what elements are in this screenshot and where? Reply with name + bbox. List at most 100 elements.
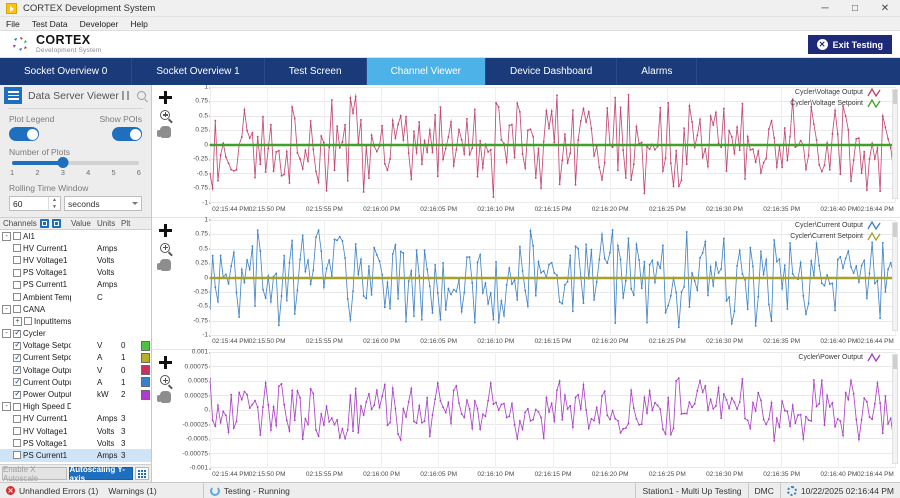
channel-checkbox[interactable] xyxy=(24,317,32,326)
minimize-icon[interactable]: ─ xyxy=(821,3,829,14)
table-row[interactable]: Voltage Setpoint V 0 xyxy=(0,340,151,352)
pause-icon[interactable] xyxy=(122,91,129,100)
channel-color-cell[interactable] xyxy=(139,365,151,376)
zoom-tool-icon[interactable] xyxy=(160,242,170,253)
channel-checkbox[interactable] xyxy=(13,293,21,302)
channel-checkbox[interactable] xyxy=(13,329,21,338)
plot-canvas[interactable] xyxy=(210,219,896,336)
channel-checkbox[interactable] xyxy=(13,463,21,464)
table-row[interactable]: Ambient Temp Sens C xyxy=(0,291,151,303)
crosshair-tool-icon[interactable] xyxy=(158,91,172,104)
plot-scrollbar[interactable] xyxy=(892,354,898,465)
pan-tool-icon[interactable] xyxy=(157,391,171,404)
tab-test-screen[interactable]: Test Screen xyxy=(265,58,367,85)
channel-checkbox[interactable] xyxy=(13,366,21,375)
channel-checkbox[interactable] xyxy=(13,414,21,423)
errors-status[interactable]: ✕ Unhandled Errors (1) Warnings (1) xyxy=(0,483,163,498)
color-swatch[interactable] xyxy=(140,340,150,351)
table-row[interactable]: Power Output kW 2 xyxy=(0,388,151,400)
plot-legend-toggle[interactable] xyxy=(9,127,39,141)
rolling-time-window-input[interactable] xyxy=(10,197,48,210)
table-row[interactable]: PS Current1 Amps xyxy=(0,279,151,291)
tab-alarms[interactable]: Alarms xyxy=(617,58,698,85)
channel-checkbox[interactable] xyxy=(13,244,21,253)
plot-scrollbar[interactable] xyxy=(892,89,898,199)
uncheck-all-icon[interactable] xyxy=(51,219,61,228)
collapse-icon[interactable]: - xyxy=(2,329,11,339)
collapse-icon[interactable]: - xyxy=(2,304,11,314)
channel-checkbox[interactable] xyxy=(13,378,21,387)
show-pois-toggle[interactable] xyxy=(112,127,142,141)
pan-tool-icon[interactable] xyxy=(157,258,171,271)
color-swatch[interactable] xyxy=(140,352,150,363)
channel-checkbox[interactable] xyxy=(13,232,21,241)
crosshair-tool-icon[interactable] xyxy=(158,223,172,237)
channel-color-cell[interactable] xyxy=(139,340,151,351)
color-swatch[interactable] xyxy=(140,365,150,376)
channel-checkbox[interactable] xyxy=(13,256,21,265)
pan-tool-icon[interactable] xyxy=(157,126,171,138)
table-row[interactable]: PS Voltage1 Volts 3 xyxy=(0,437,151,449)
search-icon[interactable] xyxy=(137,91,146,100)
stepper-up-icon[interactable]: ▲ xyxy=(52,197,57,204)
color-swatch[interactable] xyxy=(140,389,150,400)
table-row[interactable]: - Cycler xyxy=(0,328,151,340)
table-row[interactable]: - High Speed Data1 xyxy=(0,401,151,413)
number-of-plots-slider[interactable] xyxy=(12,157,139,168)
tab-channel-viewer[interactable]: Channel Viewer xyxy=(366,58,486,85)
channel-color-cell[interactable] xyxy=(139,352,151,363)
autoscaling-y-axis-button[interactable]: Autoscaling Y-axis xyxy=(68,465,133,482)
table-row[interactable]: HV Voltage1 Volts 3 xyxy=(0,425,151,437)
zoom-tool-icon[interactable] xyxy=(160,375,170,386)
exit-testing-button[interactable]: ✕ Exit Testing xyxy=(807,35,892,54)
channel-checkbox[interactable] xyxy=(13,280,21,289)
channel-color-cell[interactable] xyxy=(139,389,151,400)
plot-voltage[interactable]: 1 0.75 0.5 0.25 0 -0.25 -0.5 -0.75 -1 02:15:44 PM… xyxy=(152,85,900,218)
check-all-icon[interactable] xyxy=(39,219,49,228)
expand-icon[interactable]: + xyxy=(13,316,22,326)
channel-checkbox[interactable] xyxy=(13,390,21,399)
table-row[interactable]: Current Setpoint A 1 xyxy=(0,352,151,364)
table-row[interactable]: HV Current1 Amps xyxy=(0,242,151,254)
plot-power[interactable]: 0.001 0.00075 0.0005 0.00025 0 -0.00025 -0.000… xyxy=(152,349,900,482)
table-row[interactable]: + InputItems xyxy=(0,315,151,327)
hamburger-icon[interactable] xyxy=(4,87,22,104)
collapse-icon[interactable]: - xyxy=(2,402,11,412)
table-row[interactable]: HV Current1 Amps 3 xyxy=(0,413,151,425)
channel-checkbox[interactable] xyxy=(13,341,21,350)
menu-item-test-data[interactable]: Test Data xyxy=(31,18,68,29)
plot-current[interactable]: 1 0.75 0.5 0.25 0 -0.25 -0.5 -0.75 -1 02:15:44 PM… xyxy=(152,216,900,351)
table-row[interactable]: HV Voltage1 Volts xyxy=(0,254,151,266)
crosshair-tool-icon[interactable] xyxy=(158,356,172,370)
close-icon[interactable]: ✕ xyxy=(880,3,890,14)
table-row[interactable]: PS Voltage1 Volts xyxy=(0,267,151,279)
channel-checkbox[interactable] xyxy=(13,402,21,411)
plot-canvas[interactable] xyxy=(210,87,896,203)
stepper-down-icon[interactable]: ▼ xyxy=(52,203,57,210)
channel-checkbox[interactable] xyxy=(13,439,21,448)
slider-handle[interactable] xyxy=(57,157,69,168)
channel-color-cell[interactable] xyxy=(139,377,151,388)
menu-item-developer[interactable]: Developer xyxy=(79,18,119,29)
tab-device-dashboard[interactable]: Device Dashboard xyxy=(486,58,618,85)
menu-item-file[interactable]: File xyxy=(6,18,20,29)
collapse-icon[interactable]: - xyxy=(2,231,11,241)
time-unit-select[interactable]: seconds xyxy=(64,196,142,211)
table-row[interactable]: Voltage Output V 0 xyxy=(0,364,151,376)
channel-checkbox[interactable] xyxy=(13,305,21,314)
table-row[interactable]: - CANA xyxy=(0,303,151,315)
channel-tree[interactable]: - AI1 HV Current1 Amps HV Voltage1 Volts PS Vo… xyxy=(0,230,151,465)
plot-scrollbar[interactable] xyxy=(892,221,898,332)
grid-icon[interactable] xyxy=(135,467,149,480)
channel-checkbox[interactable] xyxy=(13,268,21,277)
channel-checkbox[interactable] xyxy=(13,427,21,436)
tab-socket-overview-0[interactable]: Socket Overview 0 xyxy=(0,58,133,85)
color-swatch[interactable] xyxy=(140,377,150,388)
zoom-tool-icon[interactable] xyxy=(160,110,170,120)
table-row[interactable]: - AI1 xyxy=(0,230,151,242)
menu-item-help[interactable]: Help xyxy=(130,18,148,29)
channel-checkbox[interactable] xyxy=(13,353,21,362)
table-row[interactable]: PS Current1 Amps 3 xyxy=(0,449,151,462)
enable-x-autoscale-button[interactable]: Enable X Autoscale xyxy=(2,465,67,482)
table-row[interactable]: Current Output A 1 xyxy=(0,376,151,388)
